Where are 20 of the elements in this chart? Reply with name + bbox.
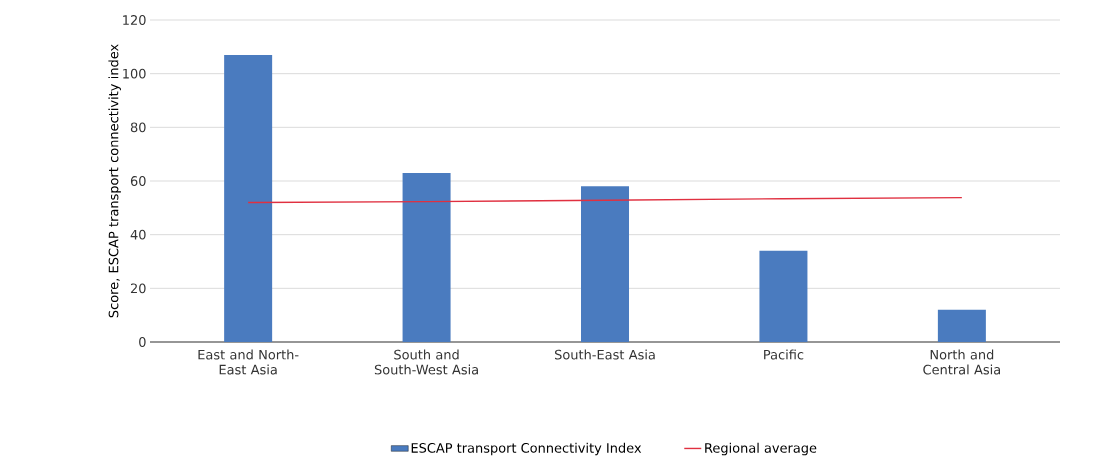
bar bbox=[224, 54, 273, 342]
bar bbox=[937, 309, 986, 342]
y-tick-label: 120 bbox=[123, 15, 146, 25]
bar bbox=[402, 172, 451, 342]
x-tick-label: East and North-East Asia bbox=[198, 349, 299, 375]
x-tick-label: North and Central Asia bbox=[923, 349, 1000, 375]
legend-label: ESCAP transport Connectivity Index bbox=[411, 442, 642, 456]
y-tick-label: 40 bbox=[130, 229, 146, 240]
y-tick-label: 60 bbox=[130, 176, 146, 186]
y-tick-label: 20 bbox=[130, 283, 146, 294]
y-axis-title: Score, ESCAP transport connectivity index bbox=[108, 44, 121, 318]
y-tick-label: 100 bbox=[123, 68, 146, 79]
bar bbox=[759, 250, 808, 342]
x-tick-label: Pacific bbox=[764, 349, 804, 360]
y-tick-label: 0 bbox=[139, 337, 146, 347]
x-tick-label: South-East Asia bbox=[555, 349, 655, 360]
legend-label: Regional average bbox=[705, 442, 817, 456]
y-tick-label: 80 bbox=[130, 122, 146, 133]
bar bbox=[581, 186, 630, 342]
x-tick-label: South and South-West Asia bbox=[374, 349, 478, 375]
